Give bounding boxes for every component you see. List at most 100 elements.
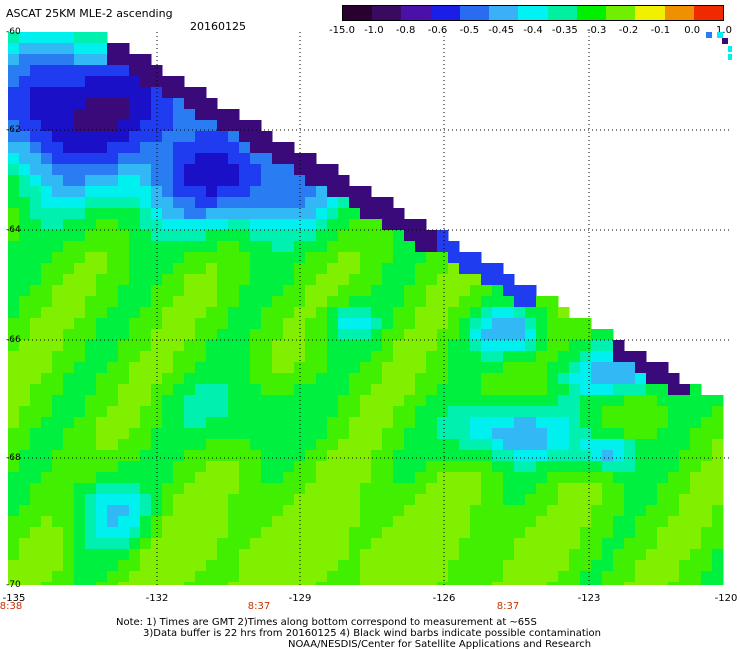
swath-cell [85,516,97,528]
swath-cell [536,428,548,440]
swath-cell [635,406,647,418]
swath-cell [217,439,229,451]
swath-cell [415,307,427,319]
swath-cell [162,98,174,110]
swath-cell [85,549,97,561]
swath-cell [96,560,108,572]
swath-cell [107,362,119,374]
swath-cell [118,560,130,572]
swath-cell [624,516,636,528]
swath-cell [239,219,251,231]
swath-cell [217,461,229,473]
swath-cell [261,582,273,585]
swath-cell [470,263,482,275]
swath-cell [184,582,196,585]
swath-cell [690,450,702,462]
swath-cell [250,252,262,264]
swath-cell [547,450,559,462]
swath-cell [228,153,240,165]
swath-cell [184,186,196,198]
swath-cell [635,472,647,484]
swath-cell [415,450,427,462]
swath-cell [85,329,97,341]
swath-cell [272,219,284,231]
swath-cell [349,417,361,429]
swath-cell [657,450,669,462]
swath-cell [635,505,647,517]
swath-cell [30,54,42,66]
swath-cell [250,230,262,242]
swath-cell [371,362,383,374]
swath-cell [63,362,75,374]
swath-cell [448,241,460,253]
swath-cell [63,98,75,110]
swath-cell [41,76,53,88]
swath-cell [173,560,185,572]
swath-cell [74,186,86,198]
swath-cell [338,373,350,385]
swath-cell [118,318,130,330]
swath-cell [437,263,449,275]
swath-cell [459,351,471,363]
swath-cell [217,373,229,385]
swath-cell [503,340,515,352]
swath-cell [96,472,108,484]
swath-cell [426,439,438,451]
swath-cell [481,527,493,539]
swath-cell [173,582,185,585]
swath-cell [107,516,119,528]
swath-cell [668,384,680,396]
swath-cell [294,549,306,561]
swath-cell [217,131,229,143]
swath-cell [305,263,317,275]
swath-cell [503,417,515,429]
swath-cell [173,494,185,506]
swath-cell [701,494,713,506]
swath-cell [195,505,207,517]
swath-cell [228,252,240,264]
swath-cell [19,208,31,220]
swath-cell [283,219,295,231]
swath-cell [19,120,31,132]
swath-cell [250,131,262,143]
swath-cell [206,472,218,484]
swath-cell [107,384,119,396]
swath-cell [41,296,53,308]
swath-cell [602,428,614,440]
swath-cell [63,318,75,330]
swath-cell [690,538,702,550]
swath-cell [283,252,295,264]
swath-cell [569,318,581,330]
swath-cell [371,318,383,330]
swath-cell [184,252,196,264]
swath-cell [382,461,394,473]
swath-cell [382,241,394,253]
swath-cell [602,384,614,396]
swath-cell [393,516,405,528]
swath-cell [371,263,383,275]
swath-cell [217,142,229,154]
swath-cell [118,65,130,77]
swath-cell [162,472,174,484]
swath-cell [327,582,339,585]
swath-cell [228,197,240,209]
swath-cell [360,186,372,198]
swath-cell [239,120,251,132]
swath-cell [129,120,141,132]
swath-cell [206,560,218,572]
swath-cell [316,428,328,440]
swath-cell [195,164,207,176]
swath-cell [305,285,317,297]
swath-cell [393,274,405,286]
swath-cell [646,494,658,506]
swath-cell [305,230,317,242]
swath-cell [646,450,658,462]
swath-cell [536,538,548,550]
swath-cell [85,307,97,319]
swath-cell [140,461,152,473]
swath-cell [8,153,20,165]
swath-cell [690,571,702,583]
swath-cell [349,505,361,517]
swath-cell [8,208,20,220]
swath-cell [470,406,482,418]
